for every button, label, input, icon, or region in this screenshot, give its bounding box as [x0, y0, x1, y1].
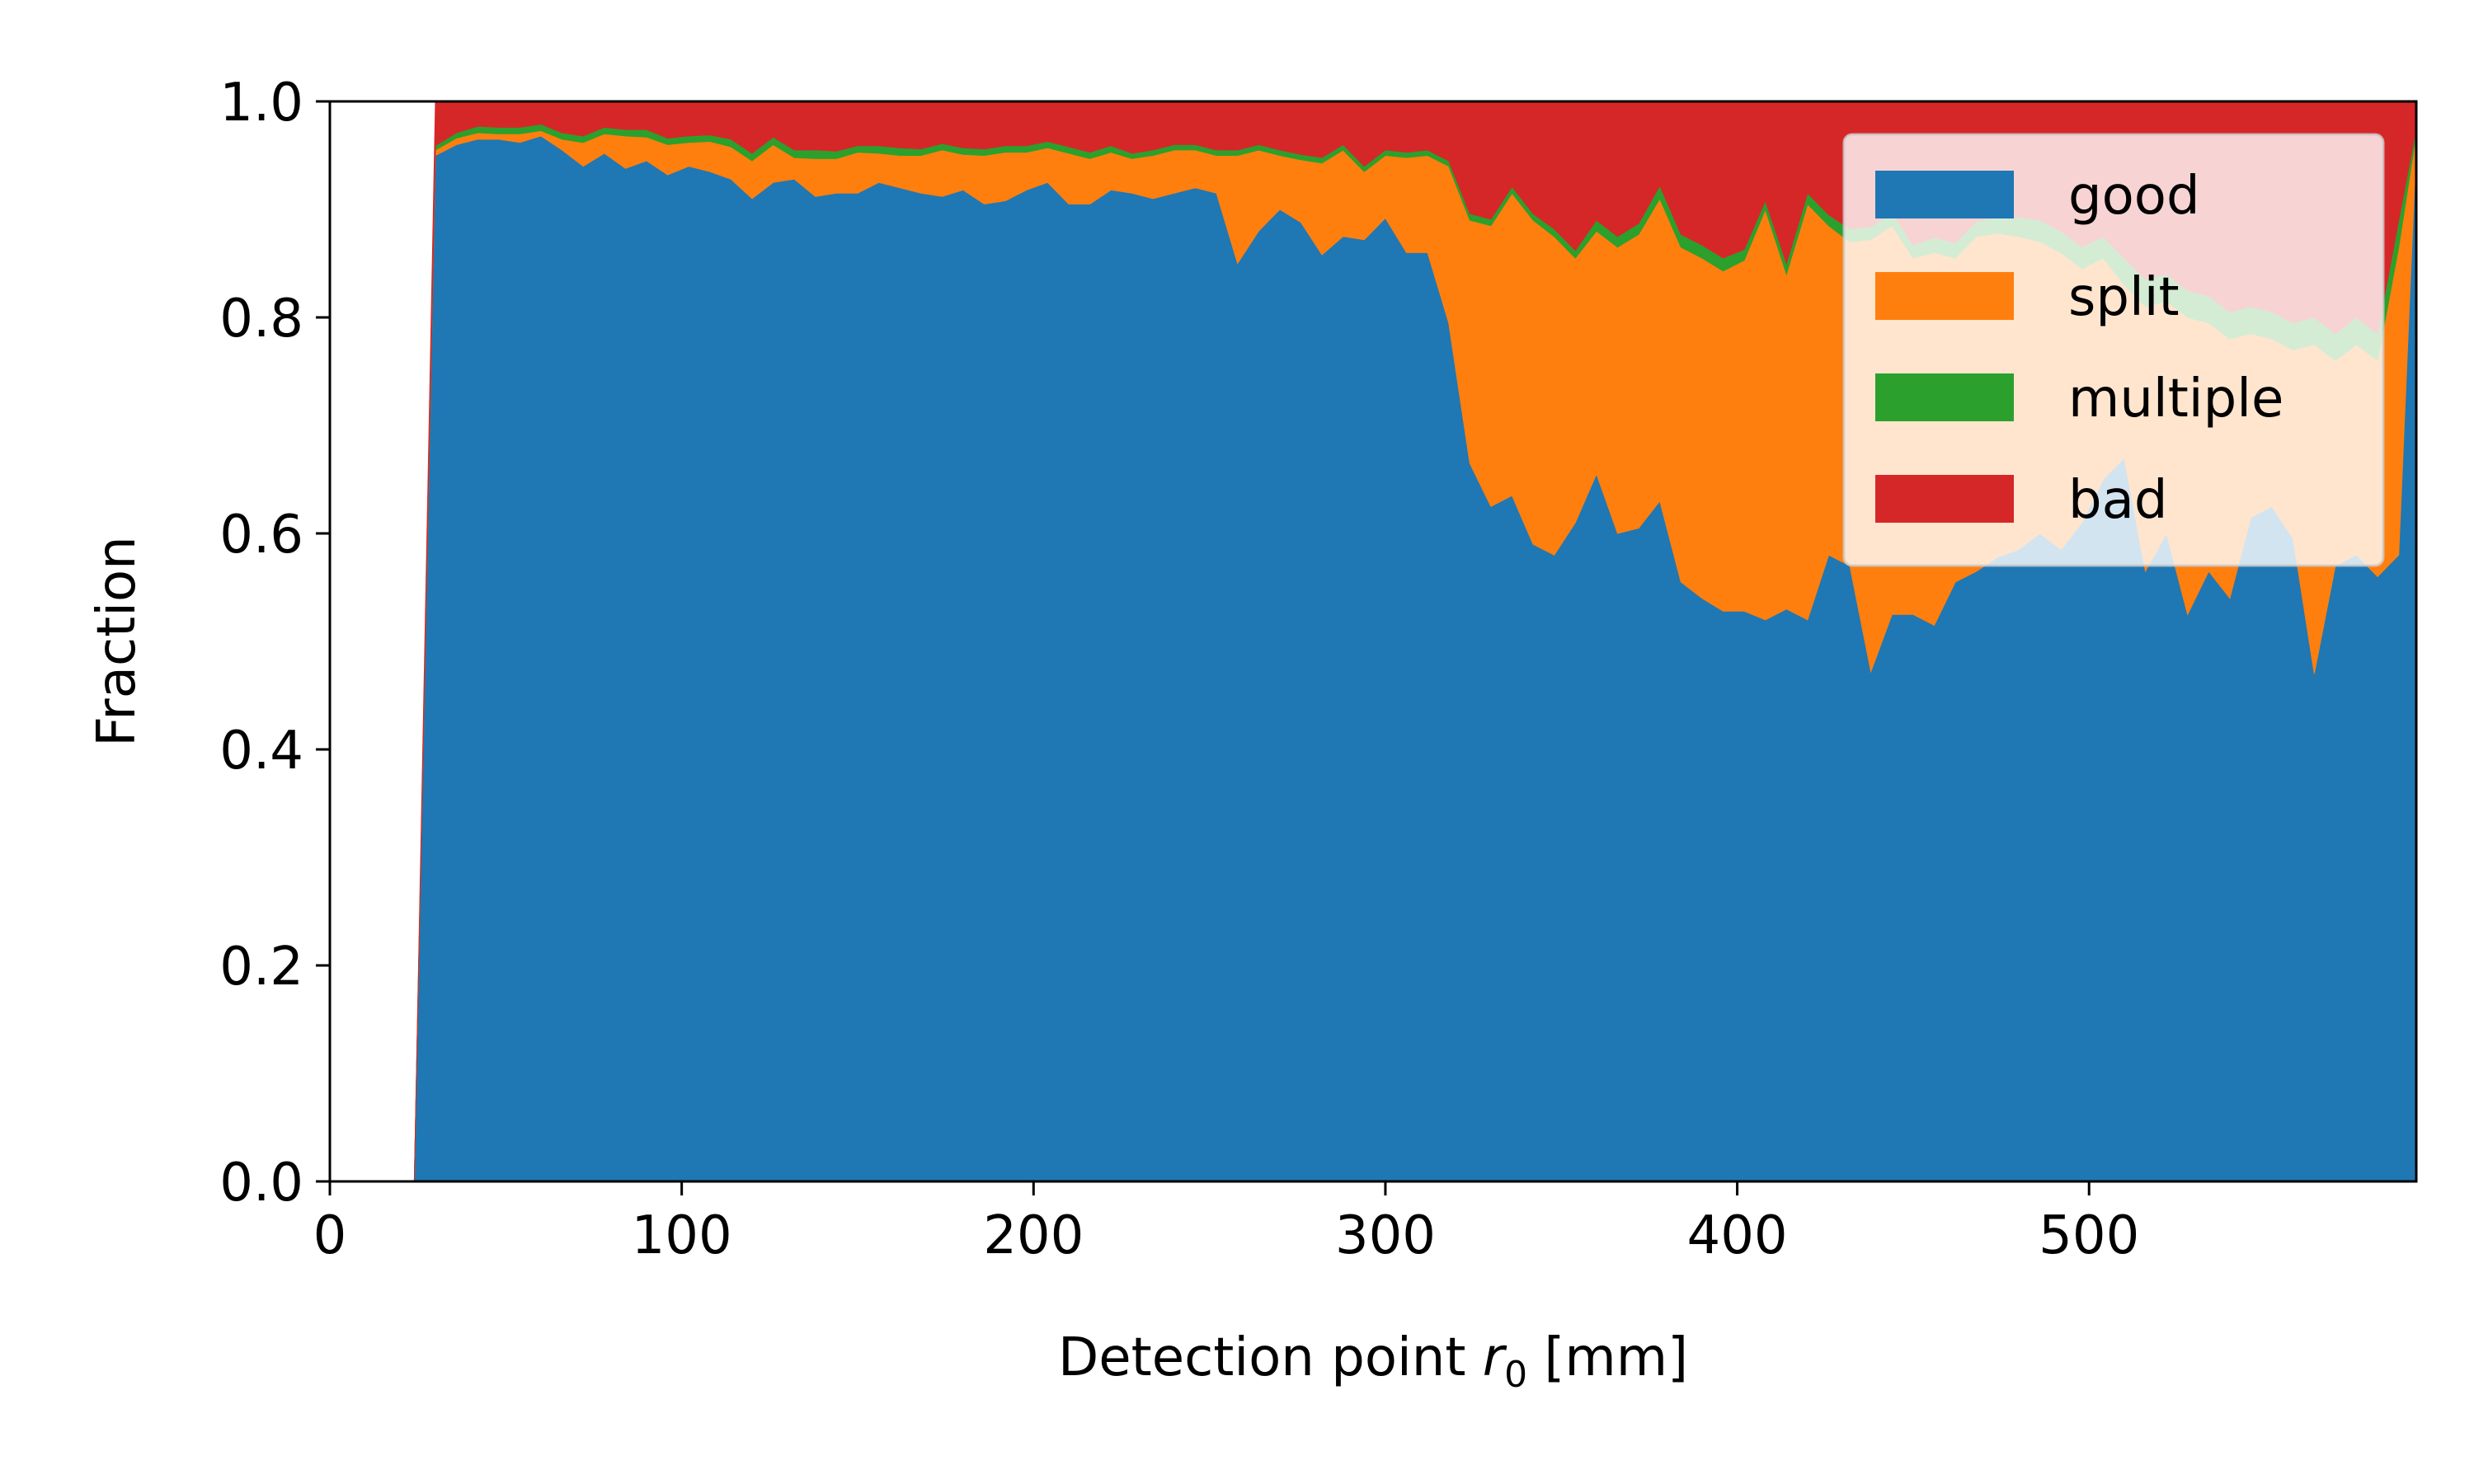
plot-frame: [328, 100, 2418, 1183]
x-tick-label: 400: [1686, 1205, 1787, 1266]
x-tick-label: 200: [983, 1205, 1084, 1266]
legend: good split multiple bad: [1842, 133, 2385, 567]
y-tick-label: 1.0: [219, 73, 303, 134]
x-tick-label: 0: [313, 1205, 347, 1266]
legend-swatch-split: [1875, 272, 2014, 320]
x-tick-label: 300: [1335, 1205, 1436, 1266]
x-axis-label-suffix: [mm]: [1527, 1327, 1688, 1388]
y-tick-label: 0.2: [219, 937, 303, 998]
y-tick-label: 0.6: [219, 505, 303, 566]
legend-swatch-bad: [1875, 475, 2014, 523]
y-tick-label: 0.8: [219, 289, 303, 350]
legend-swatch-good: [1875, 171, 2014, 218]
legend-box: [1842, 133, 2385, 567]
x-tick-label: 100: [632, 1205, 732, 1266]
y-axis: 0.0 0.2 0.4 0.6 0.8 1.0: [219, 73, 330, 1214]
legend-swatch-multiple: [1875, 373, 2014, 421]
legend-label-multiple: multiple: [2068, 369, 2284, 430]
x-axis-label: Detection point r0 [mm]: [1058, 1327, 1688, 1396]
legend-label-bad: bad: [2068, 470, 2167, 531]
x-axis: 0 100 200 300 400 500: [313, 1181, 2139, 1266]
y-tick-label: 0.4: [219, 721, 303, 782]
legend-label-split: split: [2068, 267, 2180, 328]
x-tick-label: 500: [2039, 1205, 2139, 1266]
x-axis-label-prefix: Detection point: [1058, 1327, 1483, 1388]
x-axis-label-var: r: [1483, 1327, 1507, 1388]
y-axis-label: Fraction: [87, 536, 148, 746]
legend-label-good: good: [2068, 166, 2200, 227]
x-axis-label-subscript: 0: [1504, 1354, 1527, 1396]
y-tick-label: 0.0: [219, 1153, 303, 1214]
